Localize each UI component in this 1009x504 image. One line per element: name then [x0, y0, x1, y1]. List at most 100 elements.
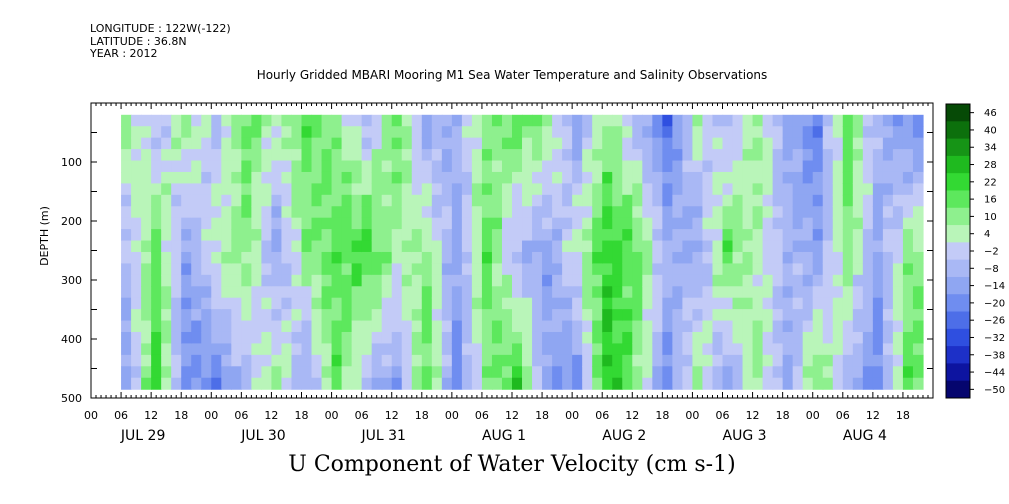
heatmap-cell: [542, 183, 553, 196]
colorbar-swatch: [946, 346, 970, 364]
heatmap-cell: [431, 183, 443, 196]
heatmap-cell: [632, 114, 643, 127]
heatmap-cell: [832, 160, 844, 173]
heatmap-cell: [401, 377, 413, 390]
heatmap-cell: [151, 160, 162, 173]
heatmap-cell: [762, 229, 774, 242]
heatmap-cell: [542, 366, 553, 379]
heatmap-cell: [852, 366, 864, 379]
heatmap-cell: [852, 194, 864, 207]
heatmap-cell: [652, 354, 663, 367]
heatmap-cell: [702, 331, 714, 345]
heatmap-cell: [592, 309, 603, 322]
heatmap-cell: [562, 137, 573, 150]
heatmap-cell: [812, 206, 824, 219]
heatmap-cell: [271, 114, 283, 127]
heatmap-cell: [832, 309, 844, 322]
heatmap-cell: [642, 354, 653, 367]
heatmap-cell: [742, 137, 754, 150]
heatmap-cell: [832, 137, 844, 150]
heatmap-cell: [241, 274, 252, 287]
heatmap-cell: [802, 171, 814, 184]
heatmap-cell: [261, 297, 273, 310]
heatmap-cell: [281, 263, 293, 276]
heatmap-cell: [612, 194, 623, 207]
heatmap-cell: [722, 194, 734, 207]
heatmap-cell: [291, 194, 303, 207]
heatmap-cell: [371, 194, 383, 207]
heatmap-cell: [231, 297, 242, 310]
heatmap-cell: [782, 149, 794, 162]
heatmap-cell: [522, 354, 533, 367]
heatmap-cell: [171, 137, 182, 150]
heatmap-cell: [722, 274, 734, 287]
heatmap-cell: [672, 263, 683, 276]
heatmap-cell: [612, 309, 623, 322]
heatmap-cell: [141, 217, 152, 230]
colorbar-label: −50: [984, 385, 1005, 396]
heatmap-cell: [872, 137, 884, 150]
heatmap-cell: [892, 229, 904, 242]
year-label: YEAR : 2012: [90, 47, 158, 60]
heatmap-cell: [842, 343, 854, 356]
heatmap-cell: [512, 343, 523, 356]
heatmap-cell: [191, 171, 202, 184]
heatmap-cell: [131, 206, 142, 219]
heatmap-cell: [652, 263, 663, 276]
heatmap-cell: [512, 354, 523, 367]
heatmap-cell: [361, 137, 373, 150]
heatmap-cell: [862, 366, 874, 379]
heatmap-cell: [692, 309, 704, 322]
heatmap-cell: [251, 126, 262, 139]
heatmap-cell: [261, 229, 273, 242]
heatmap-cell: [381, 309, 393, 322]
heatmap-cell: [842, 194, 854, 207]
colorbar-swatch: [946, 276, 970, 295]
heatmap-cell: [802, 149, 814, 162]
heatmap-cell: [261, 183, 273, 196]
heatmap-cell: [742, 217, 754, 230]
heatmap-cell: [481, 251, 493, 264]
heatmap-cell: [281, 160, 293, 173]
heatmap-cell: [211, 217, 222, 230]
heatmap-cell: [912, 343, 924, 356]
heatmap-cell: [832, 149, 844, 162]
heatmap-cell: [762, 320, 774, 333]
heatmap-cell: [471, 286, 483, 299]
heatmap-cell: [441, 286, 453, 299]
heatmap-cell: [832, 217, 844, 230]
heatmap-cell: [361, 320, 373, 333]
heatmap-cell: [271, 309, 283, 322]
heatmap-cell: [622, 320, 633, 333]
heatmap-cell: [532, 126, 543, 139]
heatmap-cell: [612, 126, 623, 139]
heatmap-cell: [201, 206, 212, 219]
heatmap-cell: [622, 309, 633, 322]
heatmap-cell: [371, 240, 383, 253]
heatmap-cell: [542, 171, 553, 184]
heatmap-cell: [341, 251, 353, 264]
heatmap-cell: [391, 331, 403, 345]
heatmap-cell: [862, 137, 874, 150]
heatmap-cell: [461, 183, 473, 196]
heatmap-cell: [201, 114, 212, 127]
heatmap-cell: [231, 343, 242, 356]
heatmap-cell: [732, 274, 744, 287]
heatmap-cell: [752, 217, 764, 230]
heatmap-cell: [512, 309, 523, 322]
heatmap-cell: [331, 171, 343, 184]
heatmap-cell: [391, 320, 403, 333]
heatmap-cell: [772, 240, 784, 253]
heatmap-cell: [231, 217, 242, 230]
heatmap-cell: [251, 160, 262, 173]
heatmap-cell: [782, 297, 794, 310]
heatmap-cell: [321, 297, 333, 310]
heatmap-cell: [241, 217, 252, 230]
heatmap-cell: [341, 343, 353, 356]
heatmap-cell: [712, 206, 724, 219]
heatmap-cell: [902, 229, 914, 242]
heatmap-cell: [411, 343, 423, 356]
heatmap-cell: [311, 206, 323, 219]
heatmap-cell: [672, 354, 683, 367]
heatmap-cell: [131, 240, 142, 253]
